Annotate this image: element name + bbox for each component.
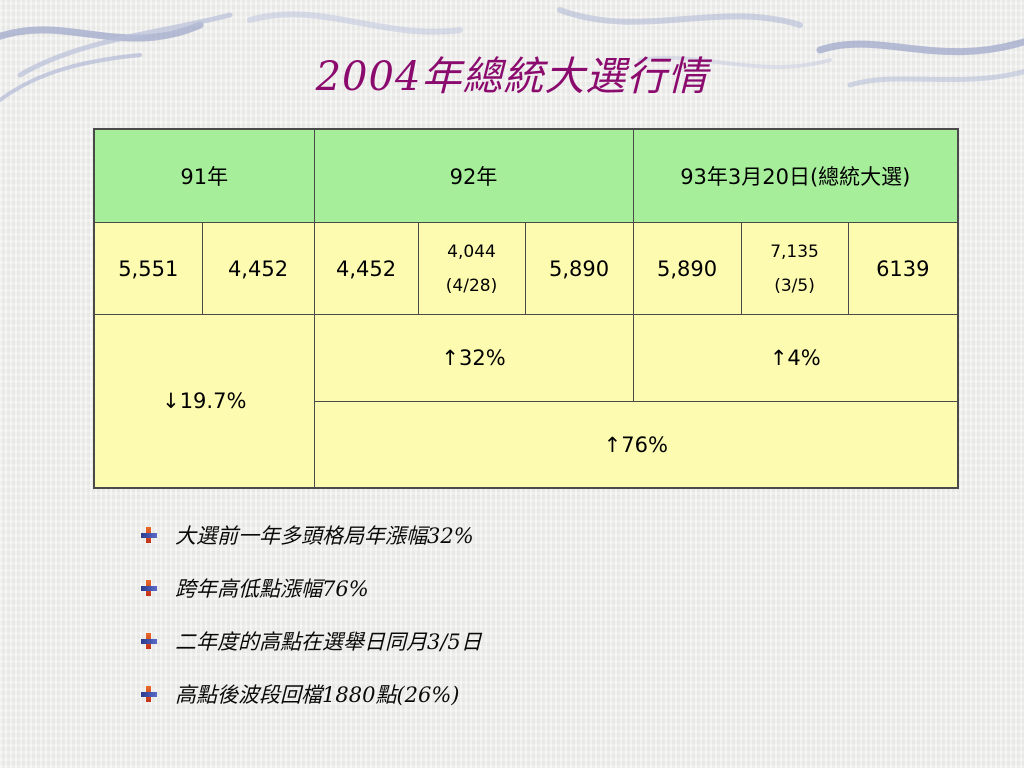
- table-change-row: ↓19.7% ↑32% ↑4%: [93, 314, 959, 489]
- bullet-cross-icon: [141, 685, 157, 702]
- cell-92-b-value: 4,044: [447, 241, 496, 262]
- bullet-cross-icon: [141, 579, 157, 596]
- decorative-swirl-banner: [0, 7, 1024, 102]
- change-91: ↓19.7%: [93, 314, 315, 489]
- list-item: 大選前一年多頭格局年漲幅32%: [141, 508, 482, 561]
- cell-92-c: 5,890: [524, 222, 634, 315]
- change-92: ↑32%: [313, 314, 634, 402]
- list-item: 跨年高低點漲幅76%: [141, 561, 482, 614]
- cell-93-c: 6139: [847, 222, 959, 315]
- header-year-92: 92年: [313, 128, 634, 223]
- slide-title: 2004年總統大選行情: [315, 54, 709, 100]
- cell-93-b-date: (3/5): [774, 275, 815, 296]
- cell-93-b: 7,135 (3/5): [740, 222, 849, 315]
- change-span: ↑76%: [313, 401, 959, 489]
- cell-93-a: 5,890: [632, 222, 742, 315]
- list-item: 高點後波段回檔1880點(26%): [141, 667, 482, 720]
- bullet-text: 二年度的高點在選舉日同月3/5日: [175, 629, 482, 654]
- bullet-text: 跨年高低點漲幅76%: [175, 576, 369, 601]
- bullet-cross-icon: [141, 526, 157, 543]
- header-year-93: 93年3月20日(總統大選): [632, 128, 959, 223]
- bullet-cross-icon: [141, 632, 157, 649]
- list-item: 二年度的高點在選舉日同月3/5日: [141, 614, 482, 667]
- cell-93-b-value: 7,135: [770, 241, 819, 262]
- cell-91-b: 4,452: [201, 222, 315, 315]
- cell-91-a: 5,551: [93, 222, 203, 315]
- table-header-row: 91年 92年 93年3月20日(總統大選): [93, 128, 959, 223]
- market-table: 91年 92年 93年3月20日(總統大選) 5,551 4,452 4,452…: [93, 128, 960, 489]
- header-year-91: 91年: [93, 128, 315, 223]
- bullet-text: 高點後波段回檔1880點(26%): [175, 682, 460, 707]
- cell-92-a: 4,452: [313, 222, 419, 315]
- bullet-list: 大選前一年多頭格局年漲幅32% 跨年高低點漲幅76% 二年度的高點在選舉日同月3…: [141, 508, 482, 720]
- cell-92-b: 4,044 (4/28): [417, 222, 526, 315]
- cell-92-b-date: (4/28): [445, 275, 498, 296]
- bullet-text: 大選前一年多頭格局年漲幅32%: [175, 523, 474, 548]
- change-93: ↑4%: [632, 314, 959, 402]
- table-values-row: 5,551 4,452 4,452 4,044 (4/28) 5,890 5,8…: [93, 222, 959, 315]
- table-span-change-row: ↑76%: [94, 401, 959, 489]
